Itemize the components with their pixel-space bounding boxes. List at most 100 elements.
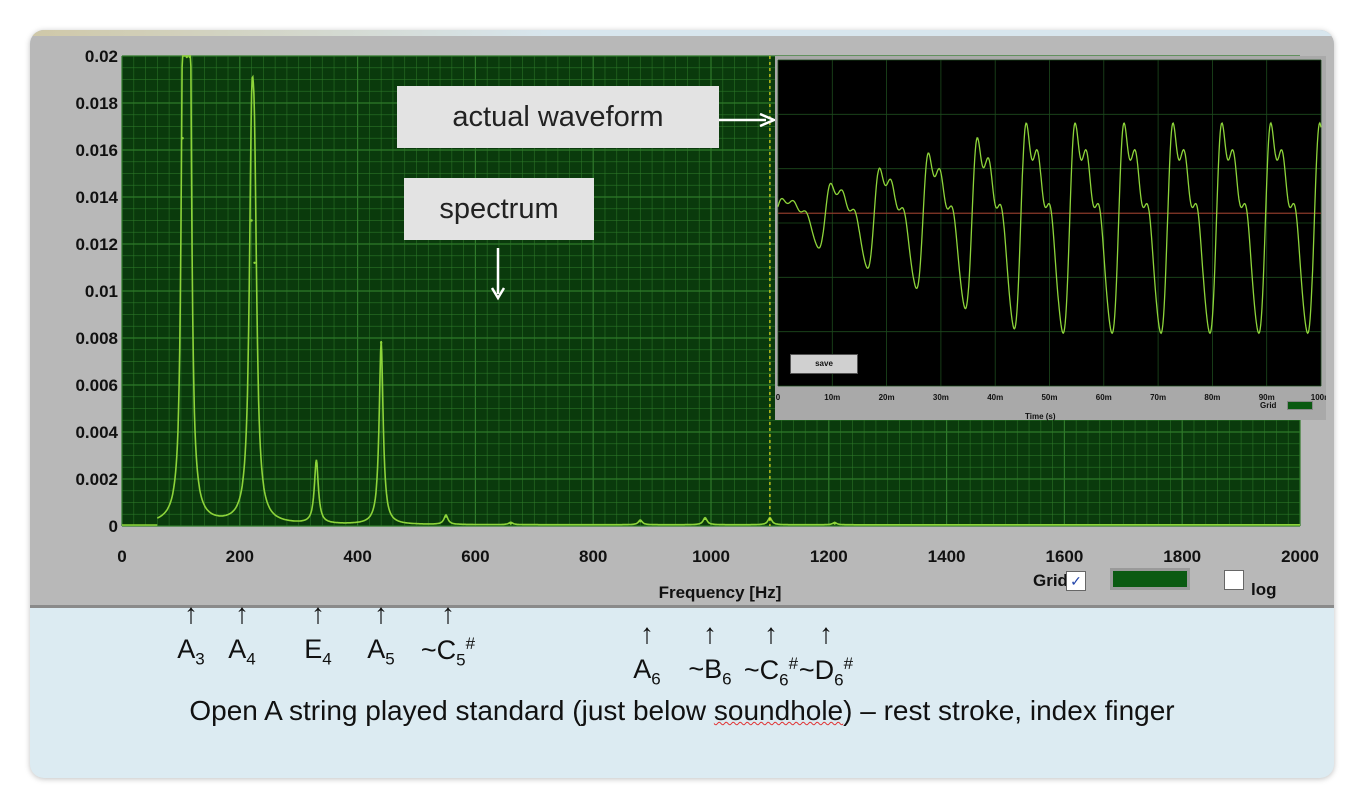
- note-prefix: ~: [688, 654, 705, 684]
- inset-x-tick-label: 30m: [933, 393, 949, 402]
- note-letter: C: [436, 635, 457, 665]
- note-arrow: ↑: [441, 598, 455, 629]
- waveform-chart: 0 10m 20m 30m 40m 50m 60m 70m 80m 90m 100m: [776, 59, 1326, 402]
- caption-before: Open A string played standard (just belo…: [189, 695, 714, 726]
- inset-x-tick-label: 100m: [1311, 393, 1326, 402]
- note-sharp: #: [843, 654, 854, 673]
- y-tick-label: 0.018: [75, 94, 118, 113]
- x-tick-label: 1600: [1045, 547, 1083, 566]
- note-sharp: #: [788, 654, 799, 673]
- note-letter: E: [304, 634, 323, 664]
- spectrum-peak-point: [188, 55, 191, 59]
- caption: Open A string played standard (just belo…: [30, 695, 1334, 727]
- note-arrow: ↑: [235, 598, 249, 629]
- inset-x-axis-label: Time (s): [1025, 412, 1056, 421]
- note-octave: 6: [834, 670, 844, 690]
- note-letter: A: [177, 634, 196, 664]
- spectrum-peak-point: [185, 55, 188, 59]
- x-tick-label: 600: [461, 547, 489, 566]
- note-label: A6: [607, 654, 687, 689]
- y-tick-label: 0.004: [75, 423, 118, 442]
- note-label: ~C5#: [408, 634, 488, 670]
- inset-x-tick-label: 10m: [824, 393, 840, 402]
- spectrum-peak-point: [181, 137, 184, 140]
- grid-label: Grid: [1033, 571, 1068, 590]
- note-octave: 6: [779, 670, 789, 690]
- spectrum-peak-point: [379, 341, 383, 344]
- spectrum-peak-point: [444, 515, 448, 518]
- note-prefix: ~: [743, 655, 760, 685]
- inset-x-tick-label: 90m: [1259, 393, 1275, 402]
- inset-x-tick-label: 40m: [987, 393, 1003, 402]
- log-checkbox[interactable]: [1224, 570, 1244, 590]
- x-tick-label: 0: [117, 547, 126, 566]
- figure-card: 0 0.002 0.004 0.006 0.008 0.01 0.012 0.014 0.016…: [30, 30, 1334, 778]
- inset-grid-color-swatch[interactable]: [1287, 401, 1313, 410]
- note-octave: 6: [722, 669, 732, 689]
- note-arrow: ↑: [640, 618, 654, 649]
- note-octave: 4: [246, 649, 256, 669]
- note-octave: 4: [322, 649, 332, 669]
- note-letter: D: [814, 655, 835, 685]
- note-arrow: ↑: [764, 618, 778, 649]
- spectrum-peak-point: [833, 522, 836, 525]
- log-label: log: [1251, 580, 1277, 599]
- y-tick-label: 0.014: [75, 188, 118, 207]
- caption-after: ) – rest stroke, index finger: [843, 695, 1175, 726]
- inset-x-tick-label: 70m: [1150, 393, 1166, 402]
- y-tick-label: 0.006: [75, 376, 118, 395]
- note-sharp: #: [465, 634, 476, 653]
- note-octave: 3: [195, 649, 205, 669]
- inset-grid-label: Grid: [1260, 401, 1277, 410]
- y-tick-label: 0.008: [75, 329, 118, 348]
- note-arrow: ↑: [374, 598, 388, 629]
- spectrum-peak-point: [703, 517, 707, 521]
- grid-checkbox[interactable]: ✓: [1066, 571, 1086, 591]
- top-strip: [30, 30, 1334, 36]
- inset-x-tick-label: 50m: [1041, 393, 1057, 402]
- inset-x-tick-label: 60m: [1096, 393, 1112, 402]
- inset-x-tick-label: 0: [776, 393, 781, 402]
- spectrum-peak-point: [639, 520, 642, 523]
- note-octave: 5: [456, 650, 466, 670]
- note-letter: A: [633, 654, 652, 684]
- spectrum-peak-point: [253, 261, 256, 264]
- x-axis-label: Frequency [Hz]: [658, 583, 782, 602]
- note-label: A5: [341, 634, 421, 669]
- x-tick-label: 1800: [1163, 547, 1201, 566]
- inset-grid-lines: [777, 59, 1322, 387]
- inset-x-tick-label: 20m: [879, 393, 895, 402]
- spectrum-peak-point: [509, 522, 512, 525]
- y-tick-label: 0.02: [85, 47, 118, 66]
- note-label: ~D6#: [786, 654, 866, 690]
- x-tick-label: 2000: [1281, 547, 1319, 566]
- note-label: A3: [151, 634, 231, 669]
- note-letter: B: [704, 654, 723, 684]
- note-label: E4: [278, 634, 358, 669]
- spectrum-peak-point: [315, 461, 318, 464]
- spectrum-peak-point: [250, 219, 253, 222]
- y-tick-label: 0.01: [85, 282, 118, 301]
- spectrum-line: [156, 55, 1300, 526]
- note-label: ~B6: [670, 654, 750, 689]
- note-label: A4: [202, 634, 282, 669]
- waveform-line: [777, 121, 1322, 335]
- x-tick-label: 200: [226, 547, 254, 566]
- x-tick-label: 1000: [692, 547, 730, 566]
- y-tick-label: 0: [109, 517, 118, 536]
- grid-color-swatch[interactable]: [1110, 568, 1190, 590]
- save-button[interactable]: save: [790, 354, 858, 374]
- waveform-inset: 0 10m 20m 30m 40m 50m 60m 70m 80m 90m 100m save Ti…: [775, 56, 1326, 421]
- waveform-annotation: actual waveform: [397, 86, 719, 148]
- note-letter: A: [228, 634, 247, 664]
- y-tick-label: 0.012: [75, 235, 118, 254]
- spectrum-annotation: spectrum: [404, 178, 594, 240]
- note-letter: A: [367, 634, 386, 664]
- note-letter: C: [759, 655, 780, 685]
- note-prefix: ~: [798, 655, 815, 685]
- x-tick-label: 1400: [928, 547, 966, 566]
- note-arrow: ↑: [184, 598, 198, 629]
- y-tick-label: 0.016: [75, 141, 118, 160]
- spectrum-panel: 0 0.002 0.004 0.006 0.008 0.01 0.012 0.014 0.016…: [30, 30, 1334, 608]
- note-arrow: ↑: [703, 618, 717, 649]
